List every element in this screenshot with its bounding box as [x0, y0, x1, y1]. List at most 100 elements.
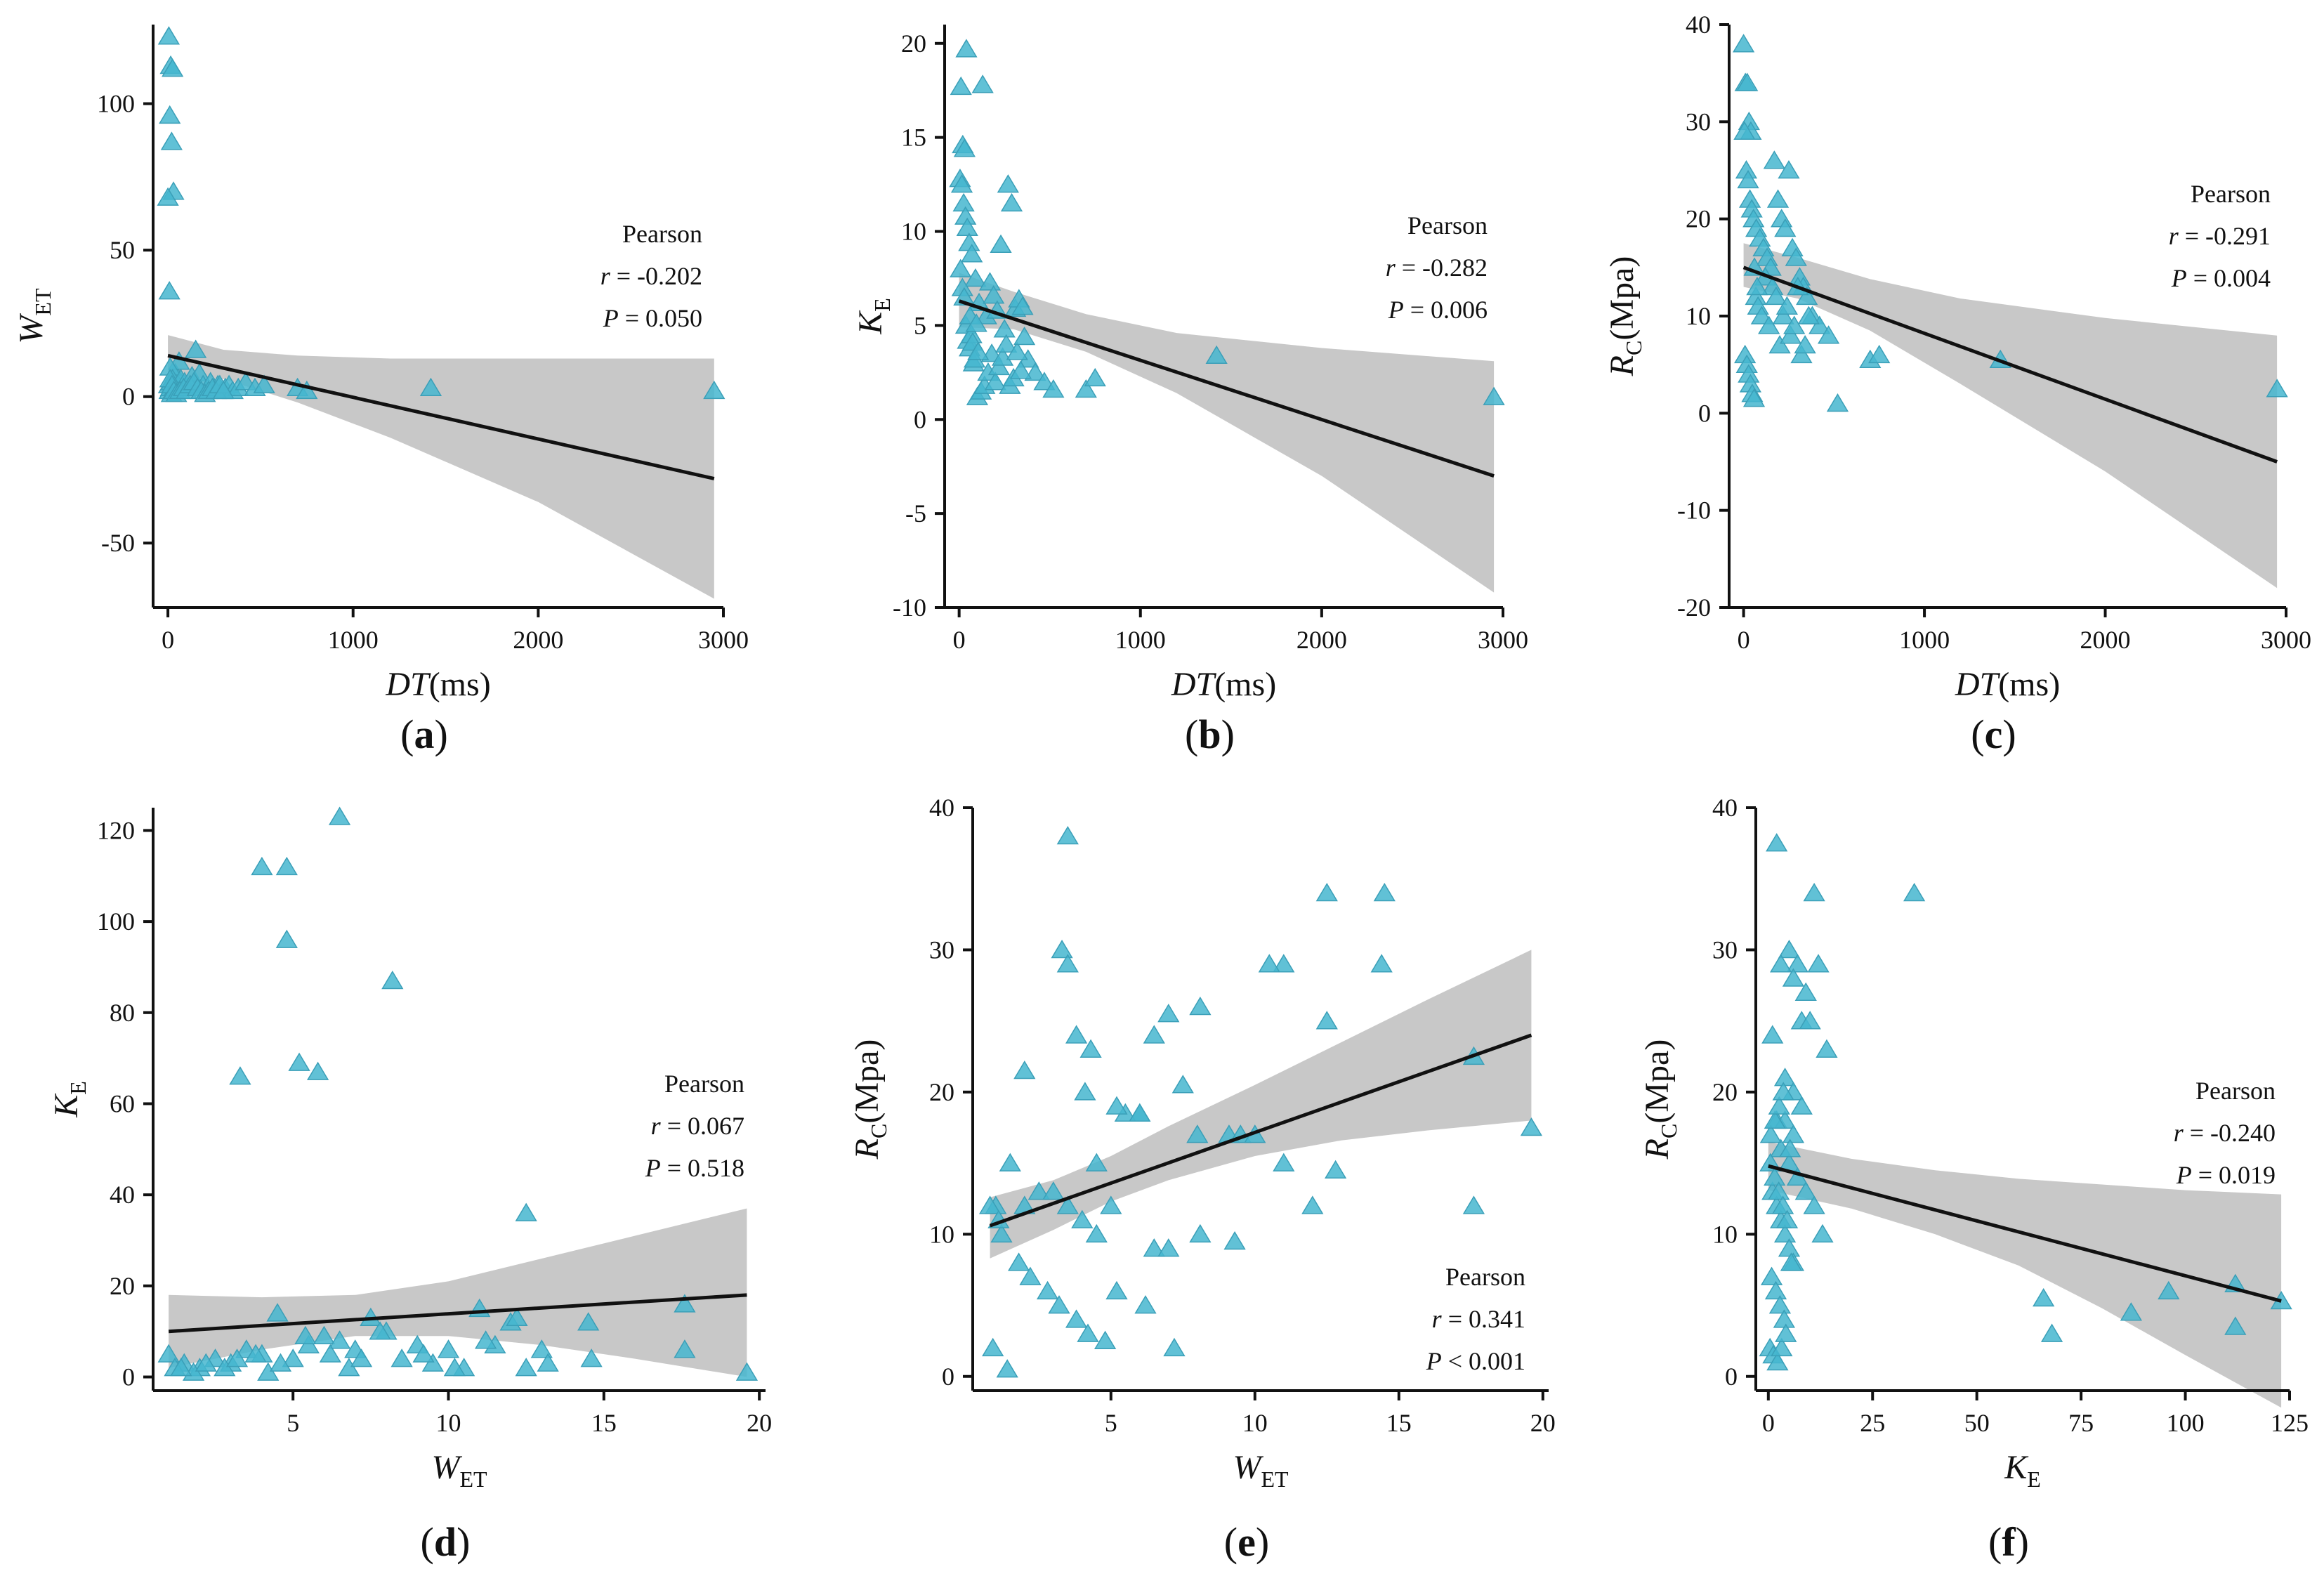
data-point	[1100, 1195, 1122, 1214]
data-point	[967, 341, 990, 360]
regression-line	[1742, 265, 2278, 464]
data-point	[1205, 345, 1228, 365]
data-point	[412, 1344, 435, 1363]
data-point	[162, 58, 184, 77]
data-point	[1324, 1160, 1347, 1179]
regression-line	[989, 1033, 1532, 1228]
pearson-p: P = 0.006	[1388, 296, 1488, 324]
data-point	[1085, 1223, 1108, 1243]
data-point	[971, 74, 994, 93]
data-point	[1051, 939, 1073, 959]
data-point	[1761, 1025, 1784, 1044]
data-point	[1780, 1252, 1803, 1271]
data-point	[1790, 1096, 1813, 1115]
data-point	[229, 1066, 251, 1085]
data-point	[999, 1153, 1021, 1171]
data-point	[1768, 335, 1791, 354]
data-point	[1742, 388, 1766, 407]
pearson-title: Pearson	[1407, 211, 1488, 239]
data-point	[266, 1303, 289, 1322]
y-tick-label: 10	[1712, 1220, 1738, 1248]
data-point	[983, 285, 1005, 304]
data-point	[1764, 1280, 1787, 1300]
x-tick-label: 25	[1860, 1409, 1885, 1437]
confidence-band	[1768, 1141, 2282, 1408]
pearson-stats: Pearson r = -0.282 P = 0.006	[1386, 211, 1488, 324]
data-point	[537, 1353, 559, 1372]
x-axis-label: DT(ms)	[385, 666, 490, 703]
data-point	[1764, 1167, 1786, 1186]
x-tick-label: 15	[1386, 1409, 1412, 1437]
y-tick-label: -5	[905, 499, 926, 527]
data-point	[1134, 1295, 1157, 1314]
y-tick-label: 80	[110, 999, 135, 1027]
data-point	[1758, 315, 1780, 334]
data-point	[1163, 1337, 1186, 1357]
data-point	[1781, 237, 1804, 256]
data-point	[1143, 1238, 1165, 1257]
data-point	[1157, 1238, 1180, 1257]
data-point	[1013, 1061, 1036, 1079]
y-tick-label: 0	[1698, 399, 1711, 427]
data-point	[1079, 1039, 1102, 1058]
data-points	[1732, 34, 2288, 412]
data-point	[1737, 169, 1759, 189]
y-tick-label: 40	[110, 1181, 135, 1209]
data-point	[313, 1325, 336, 1344]
regression-line	[167, 353, 715, 480]
data-point	[1094, 1330, 1117, 1349]
data-point	[225, 1348, 249, 1367]
data-point	[515, 1358, 537, 1377]
data-point	[1186, 1124, 1209, 1143]
data-point	[157, 187, 179, 206]
data-point	[965, 313, 987, 332]
data-point	[1797, 306, 1820, 324]
pearson-stats: Pearson r = -0.202 P = 0.050	[600, 220, 702, 332]
data-point	[1036, 1280, 1059, 1300]
pearson-stats: Pearson r = -0.240 P = 0.019	[2174, 1077, 2276, 1189]
data-point	[1105, 1096, 1128, 1115]
pearson-r: r = -0.282	[1386, 254, 1488, 282]
data-point	[328, 1330, 351, 1349]
data-point	[1770, 954, 1792, 973]
y-tick-label: -10	[893, 593, 926, 622]
y-tick-label: 10	[901, 218, 926, 246]
data-point	[306, 1061, 329, 1080]
x-tick-label: 1000	[328, 626, 379, 654]
data-point	[1799, 1011, 1821, 1030]
x-axis-label: DT(ms)	[1171, 666, 1276, 703]
x-axis-label: KE	[2004, 1449, 2041, 1492]
panel-label: (d)	[421, 1519, 471, 1565]
pearson-p: P = 0.050	[603, 304, 702, 332]
confidence-band	[959, 273, 1495, 593]
data-point	[1084, 367, 1106, 387]
data-points	[1759, 833, 2292, 1371]
y-tick-label: 20	[901, 29, 926, 58]
data-point	[1773, 1068, 1797, 1087]
x-tick-label: 3000	[1478, 626, 1528, 654]
data-point	[950, 174, 973, 193]
regression-line	[168, 1293, 747, 1334]
data-point	[257, 1362, 280, 1381]
x-axis-label: DT(ms)	[1955, 666, 2060, 703]
data-point	[1006, 341, 1028, 360]
data-points	[978, 826, 1543, 1378]
chart-panel-d: 5 10 15 20 0 20 40 60 80 100 120 WET KE Pearson r = 0.…	[48, 806, 772, 1565]
pearson-p: P < 0.001	[1426, 1347, 1525, 1375]
data-point	[288, 1052, 310, 1071]
data-point	[955, 39, 978, 58]
y-axis-label: WET	[13, 288, 55, 344]
data-point	[1778, 160, 1800, 179]
data-point	[1766, 1352, 1789, 1371]
data-point	[1129, 1103, 1151, 1122]
data-point	[421, 1353, 444, 1372]
data-points	[949, 39, 1505, 405]
chart-panel-b: 0 1000 2000 3000 -10 -5 0 5 10 15 20 DT(ms) KE Pearso…	[852, 25, 1528, 757]
data-point	[1768, 1295, 1792, 1314]
x-tick-label: 125	[2271, 1409, 2309, 1437]
data-point	[369, 1321, 391, 1340]
chart-panel-c: 0 1000 2000 3000 -20 -10 0 10 20 30 40 DT(ms) RC(Mpa…	[1603, 11, 2311, 757]
data-point	[1778, 939, 1801, 959]
data-point	[419, 377, 442, 396]
pearson-stats: Pearson r = -0.291 P = 0.004	[2169, 180, 2271, 292]
